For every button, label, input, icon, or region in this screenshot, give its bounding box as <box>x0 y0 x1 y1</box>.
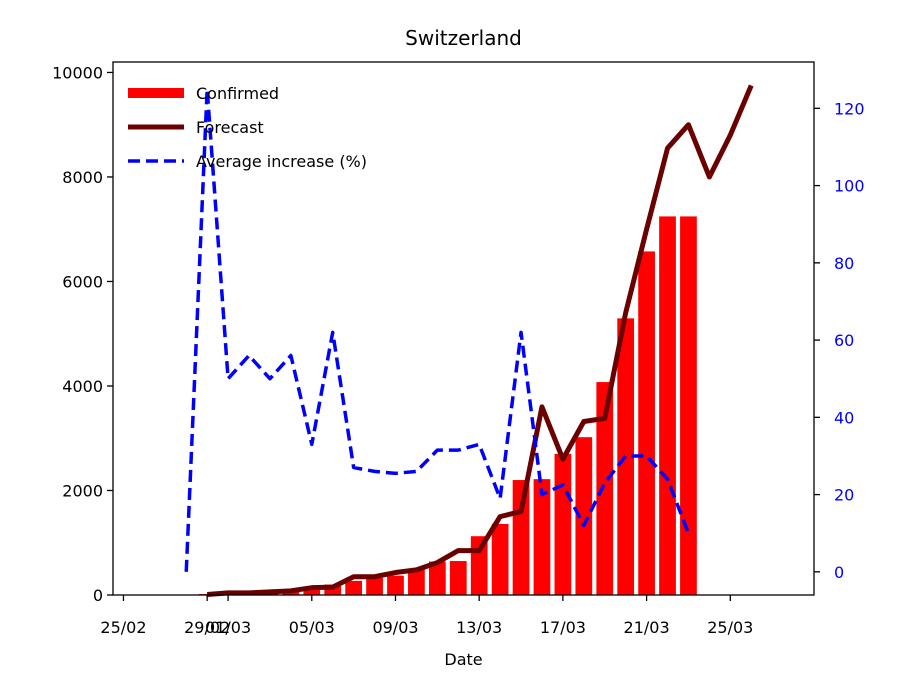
confirmed-bar <box>408 569 425 595</box>
x-tick-label: 01/03 <box>205 618 251 637</box>
x-tick-label: 25/03 <box>707 618 753 637</box>
y-tick-label: 6000 <box>62 272 103 291</box>
axes-frame <box>112 61 815 596</box>
confirmed-bar <box>554 453 572 595</box>
confirmed-bar <box>303 588 321 595</box>
confirmed-bar <box>491 523 509 595</box>
legend-label: Forecast <box>196 118 264 137</box>
confirmed-bar <box>345 580 363 595</box>
average-increase-line <box>184 87 691 572</box>
legend: Confirmed Forecast Average increase (%) <box>128 84 367 171</box>
confirmed-bar <box>512 480 530 595</box>
confirmed-bar <box>366 577 383 595</box>
y2-tick-label: 40 <box>834 408 854 427</box>
confirmed-bar <box>680 216 697 595</box>
confirmed-bar <box>659 216 676 595</box>
confirmed-bar <box>638 251 655 596</box>
confirmed-bar <box>449 561 467 595</box>
confirmed-bar <box>575 437 593 595</box>
x-tick-label: 05/03 <box>289 618 335 637</box>
y2-tick-label: 100 <box>834 177 865 196</box>
legend-swatch-confirmed <box>128 88 184 98</box>
y2-tick-label: 120 <box>834 99 865 118</box>
confirmed-bar <box>596 382 614 595</box>
confirmed-bar <box>324 584 342 595</box>
x-tick-label: 29/02 <box>184 618 230 637</box>
y2-tick-label: 20 <box>834 486 854 505</box>
x-tick-label: 17/03 <box>540 618 586 637</box>
confirmed-bar <box>533 479 551 595</box>
x-tick-label: 25/02 <box>100 618 146 637</box>
confirmed-bar <box>428 561 446 595</box>
y2-tick-label: 60 <box>834 331 854 350</box>
legend-label: Confirmed <box>196 84 279 103</box>
x-axis-label: Date <box>444 650 482 669</box>
y-tick-label: 4000 <box>62 377 103 396</box>
x-tick-label: 09/03 <box>372 618 418 637</box>
x-tick-label: 21/03 <box>624 618 670 637</box>
plot-area <box>177 84 754 597</box>
legend-label: Average increase (%) <box>196 152 367 171</box>
y-tick-label: 2000 <box>62 481 103 500</box>
y-tick-label: 10000 <box>52 63 103 82</box>
y2-tick-label: 80 <box>834 254 854 273</box>
forecast-line <box>206 84 754 597</box>
axes: 0 2000 4000 6000 8000 10000 0 20 40 60 80 100 120 25/… <box>52 61 865 637</box>
x-tick-label: 13/03 <box>456 618 502 637</box>
confirmed-bar <box>387 575 404 595</box>
y-tick-label: 0 <box>93 586 103 605</box>
y2-tick-label: 0 <box>834 563 844 582</box>
y-tick-label: 8000 <box>62 168 103 187</box>
chart-title: Switzerland <box>405 26 522 50</box>
